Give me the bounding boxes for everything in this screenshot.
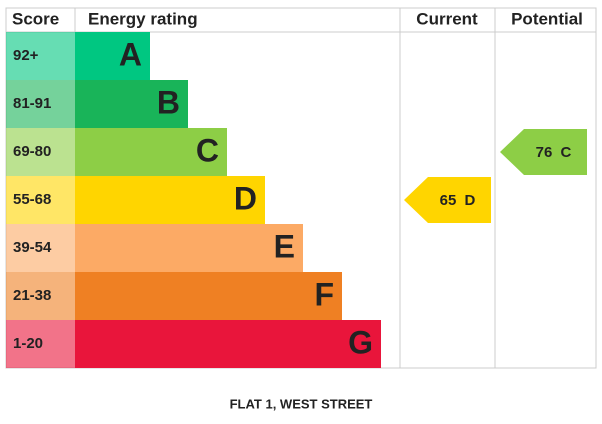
band-letter: F: [314, 276, 334, 312]
score-cell: [6, 176, 75, 224]
header-rating: Energy rating: [88, 9, 198, 28]
band-bar: [75, 128, 227, 176]
score-cell: [6, 224, 75, 272]
current-value: 65: [440, 192, 457, 209]
score-cell: [6, 32, 75, 80]
current-arrow: [404, 177, 491, 223]
band-bar: [75, 176, 265, 224]
potential-arrow: [500, 129, 587, 175]
band-bar: [75, 320, 381, 368]
band-bar: [75, 272, 342, 320]
band-letter: B: [157, 84, 180, 120]
potential-value: 76: [536, 144, 553, 161]
score-cell: [6, 272, 75, 320]
band-letter: G: [348, 324, 373, 360]
score-cell: [6, 320, 75, 368]
band-letter: A: [119, 36, 142, 72]
footer: FLAT 1, WEST STREET: [230, 396, 373, 411]
band-bar: [75, 80, 188, 128]
score-cell: [6, 128, 75, 176]
header-potential: Potential: [511, 9, 583, 28]
score-label: 81-91: [13, 95, 51, 112]
band-bar: [75, 224, 303, 272]
band-bar: [75, 32, 150, 80]
band-letter: E: [274, 228, 295, 264]
header-score: Score: [12, 9, 59, 28]
band-letter: D: [234, 180, 257, 216]
current-label: 65 D: [440, 192, 476, 209]
score-label: 21-38: [13, 287, 51, 304]
score-label: 69-80: [13, 143, 51, 160]
score-label: 55-68: [13, 191, 51, 208]
potential-label: 76 C: [536, 144, 572, 161]
score-cell: [6, 80, 75, 128]
header-current: Current: [416, 9, 478, 28]
score-label: 1-20: [13, 335, 43, 352]
potential-letter: C: [561, 144, 572, 161]
current-letter: D: [465, 192, 476, 209]
band-letter: C: [196, 132, 219, 168]
score-label: 39-54: [13, 239, 52, 256]
score-label: 92+: [13, 47, 39, 64]
